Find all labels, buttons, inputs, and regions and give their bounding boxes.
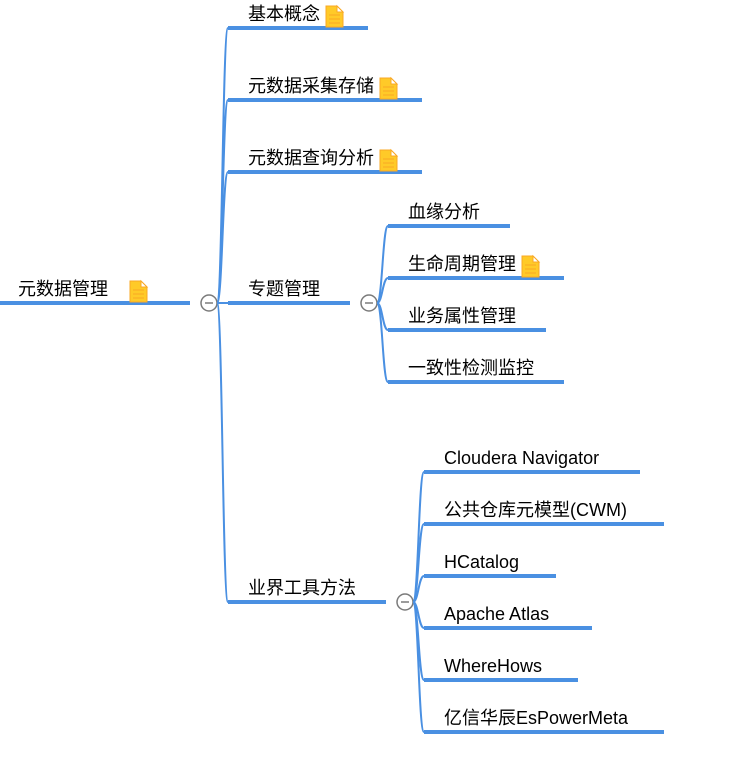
node-label: 元数据查询分析 bbox=[248, 148, 374, 168]
leaf-label: 业务属性管理 bbox=[408, 306, 516, 326]
leaf-label: HCatalog bbox=[444, 552, 519, 572]
leaf-label: 血缘分析 bbox=[408, 202, 480, 222]
connector bbox=[413, 602, 424, 732]
collapse-toggle[interactable] bbox=[361, 295, 377, 311]
leaf-label: 公共仓库元模型(CWM) bbox=[444, 500, 627, 520]
connector bbox=[413, 472, 424, 602]
note-icon bbox=[522, 256, 539, 277]
leaf-label: Apache Atlas bbox=[444, 604, 549, 624]
node-label: 专题管理 bbox=[248, 279, 320, 299]
note-icon bbox=[380, 150, 397, 171]
leaf-label: Cloudera Navigator bbox=[444, 448, 599, 468]
root-label: 元数据管理 bbox=[18, 279, 108, 299]
leaf-label: 亿信华辰EsPowerMeta bbox=[444, 708, 629, 728]
leaf-label: 生命周期管理 bbox=[408, 254, 516, 274]
connector bbox=[217, 28, 228, 303]
leaf-label: WhereHows bbox=[444, 656, 542, 676]
note-icon bbox=[130, 281, 147, 302]
node-label: 基本概念 bbox=[248, 3, 320, 24]
connector bbox=[217, 303, 228, 602]
collapse-toggle[interactable] bbox=[397, 594, 413, 610]
note-icon bbox=[326, 6, 343, 27]
collapse-toggle[interactable] bbox=[201, 295, 217, 311]
node-label: 元数据采集存储 bbox=[248, 76, 374, 96]
leaf-label: 一致性检测监控 bbox=[408, 358, 534, 378]
node-label: 业界工具方法 bbox=[248, 578, 356, 598]
mindmap-canvas: 元数据管理 基本概念元数据采集存储元数据查询分析专题管理 血缘分析生命周期管理业务属… bbox=[0, 0, 754, 774]
note-icon bbox=[380, 78, 397, 99]
